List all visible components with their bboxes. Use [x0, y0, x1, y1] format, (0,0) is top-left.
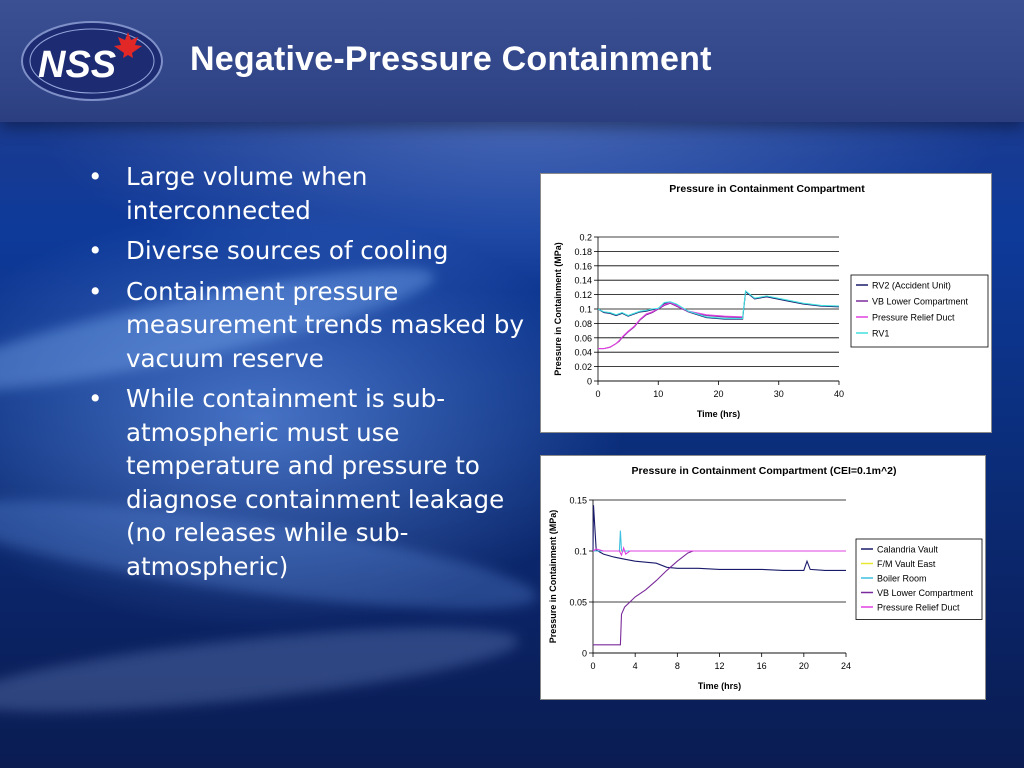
series-line-4 — [592, 546, 846, 557]
logo-text: NSS — [38, 44, 116, 86]
y-tick-label: 0.16 — [574, 261, 592, 271]
bullet-dot: • — [88, 162, 103, 191]
series-line-0 — [597, 290, 840, 320]
legend-label: Boiler Room — [877, 574, 927, 584]
bullet-list: • Large volume when interconnected • Diver… — [88, 160, 528, 590]
legend-label: Pressure Relief Duct — [877, 603, 960, 613]
bullet-dot: • — [88, 384, 103, 413]
y-tick-label: 0.04 — [574, 348, 592, 358]
x-tick-label: 16 — [757, 661, 767, 671]
y-tick-label: 0.02 — [574, 362, 592, 372]
x-tick-label: 10 — [653, 389, 663, 399]
y-tick-label: 0.15 — [569, 496, 587, 506]
legend-box — [855, 538, 983, 620]
series-line-1 — [598, 302, 743, 350]
nss-logo: NSS — [20, 18, 170, 104]
legend-label: VB Lower Compartment — [872, 297, 969, 307]
bullet-dot: • — [88, 236, 103, 265]
bullet-dot: • — [88, 276, 103, 306]
y-tick-label: 0.08 — [574, 319, 592, 329]
legend-label: RV1 — [872, 329, 889, 339]
bullet-text: Containment pressure measurement trends … — [126, 276, 524, 373]
x-tick-label: 20 — [713, 389, 723, 399]
series-line-0 — [592, 505, 846, 571]
bullet-item: • Containment pressure measurement trends… — [88, 275, 528, 376]
bullet-text: While containment is sub-atmospheric mus… — [126, 384, 505, 581]
x-tick-label: 24 — [841, 661, 851, 671]
y-tick-label: 0.14 — [574, 276, 592, 286]
x-axis-label: Time (hrs) — [697, 409, 740, 419]
bullet-text: Large volume when interconnected — [126, 162, 368, 225]
x-tick-label: 20 — [799, 661, 809, 671]
y-tick-label: 0.05 — [569, 598, 587, 608]
chart-title: Pressure in Containment Compartment — [669, 183, 865, 195]
series-line-3 — [597, 289, 840, 319]
chart-top-svg: Pressure in Containment Compartment 0 0.02… — [553, 183, 989, 419]
legend-box — [850, 274, 989, 348]
background-streak — [0, 610, 522, 730]
y-tick-label: 0.1 — [574, 547, 587, 557]
y-tick-label: 0.18 — [574, 247, 592, 257]
chart-bottom: Pressure in Containment Compartment (CEI… — [540, 455, 986, 700]
bullet-item: • While containment is sub-atmospheric mu… — [88, 382, 528, 583]
y-tick-label: 0.1 — [579, 305, 592, 315]
chart-title: Pressure in Containment Compartment (CEI… — [632, 465, 897, 477]
legend-label: Pressure Relief Duct — [872, 313, 955, 323]
x-axis-label: Time (hrs) — [698, 681, 741, 691]
x-tick-label: 8 — [675, 661, 680, 671]
x-tick-label: 0 — [590, 661, 595, 671]
chart-top: Pressure in Containment Compartment 0 0.02… — [540, 173, 992, 433]
x-tick-label: 40 — [834, 389, 844, 399]
legend-label: VB Lower Compartment — [877, 588, 974, 598]
slide-title: Negative-Pressure Containment — [190, 40, 712, 78]
y-tick-label: 0 — [587, 377, 592, 387]
x-tick-label: 12 — [714, 661, 724, 671]
nss-logo-graphic: NSS — [21, 21, 163, 101]
x-tick-label: 0 — [595, 389, 600, 399]
bullet-text: Diverse sources of cooling — [126, 236, 449, 265]
x-tick-label: 30 — [774, 389, 784, 399]
legend-label: RV2 (Accident Unit) — [872, 281, 951, 291]
bullet-item: • Diverse sources of cooling — [88, 234, 528, 268]
y-axis-label: Pressure in Containment (MPa) — [548, 510, 558, 644]
y-axis-label: Pressure in Containment (MPa) — [553, 242, 563, 376]
y-tick-label: 0 — [582, 649, 587, 659]
maple-leaf-icon — [114, 32, 142, 58]
y-tick-label: 0.06 — [574, 333, 592, 343]
y-tick-label: 0.12 — [574, 290, 592, 300]
title-band — [0, 0, 1024, 122]
series-line-2 — [593, 530, 846, 552]
bullet-item: • Large volume when interconnected — [88, 160, 528, 227]
legend-label: F/M Vault East — [877, 559, 936, 569]
series-line-2 — [598, 301, 743, 350]
legend-label: Calandria Vault — [877, 545, 938, 555]
y-tick-label: 0.2 — [579, 233, 592, 243]
chart-bottom-svg: Pressure in Containment Compartment (CEI… — [548, 465, 983, 691]
x-tick-label: 4 — [633, 661, 638, 671]
